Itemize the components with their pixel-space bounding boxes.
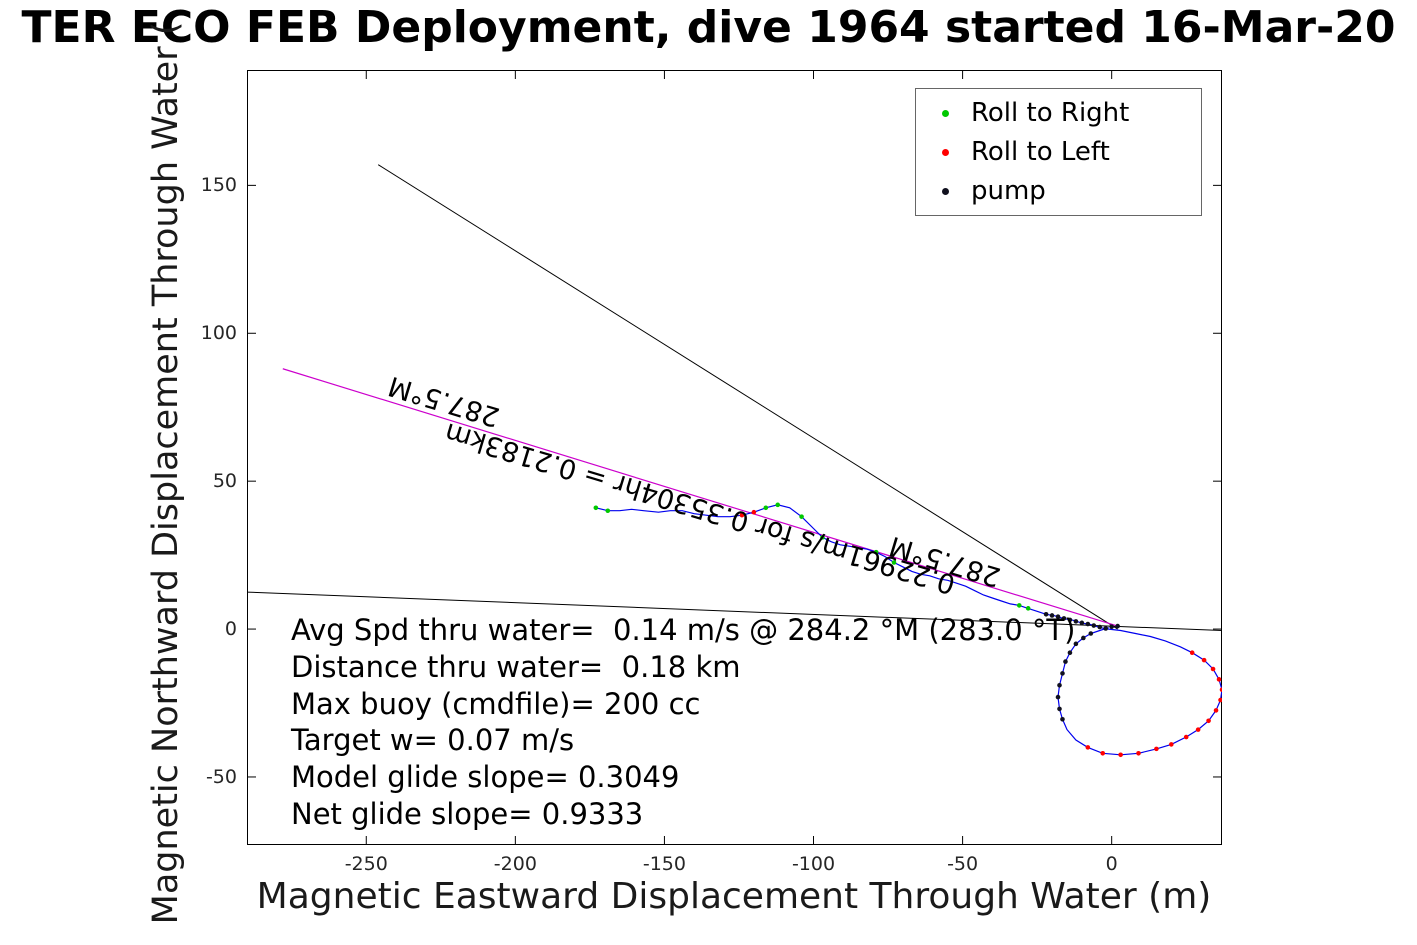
pump-marker-dot xyxy=(1097,624,1103,630)
roll_left-marker-dot xyxy=(751,509,757,515)
legend-label: Roll to Left xyxy=(971,137,1110,167)
pump-marker-dot xyxy=(1091,623,1097,628)
stats-line-4: Model glide slope= 0.3049 xyxy=(291,760,680,795)
pump-marker-dot xyxy=(1043,611,1049,617)
roll_right-marker-dot xyxy=(763,505,769,511)
pump-marker-dot xyxy=(1049,613,1055,618)
pump-marker-dot xyxy=(1057,706,1062,712)
x-tick-label: -150 xyxy=(642,853,686,875)
legend-label: Roll to Right xyxy=(971,98,1130,128)
y-axis-label: Magnetic Northward Displacement Through … xyxy=(146,21,186,925)
legend-label: pump xyxy=(971,176,1046,206)
legend-marker-icon xyxy=(942,187,949,195)
roll_left-marker-dot xyxy=(1183,734,1189,740)
pump-marker-dot xyxy=(1060,671,1065,676)
pump-marker-dot xyxy=(1109,624,1114,629)
roll_right-marker-dot xyxy=(775,502,781,508)
pump-marker-dot xyxy=(1085,621,1091,627)
x-tick-label: -250 xyxy=(344,853,388,875)
pump-marker-dot xyxy=(1061,616,1067,621)
stats-line-0: Avg Spd thru water= 0.14 m/s @ 284.2 °M … xyxy=(291,613,1076,647)
pump-marker-dot xyxy=(1079,620,1085,626)
roll_left-marker-dot xyxy=(1218,697,1222,703)
stats-line-2: Max buoy (cmdfile)= 200 cc xyxy=(291,686,701,721)
plot-title: TER ECO FEB Deployment, dive 1964 starte… xyxy=(21,2,1396,53)
roll_right-marker-dot xyxy=(891,560,897,565)
stats-line-3: Target w= 0.07 m/s xyxy=(291,723,575,758)
stats-annotation: Avg Spd thru water= 0.14 m/s @ 284.2 °M … xyxy=(291,612,1075,833)
roll_right-marker-dot xyxy=(593,505,599,511)
pump-marker-dot xyxy=(1115,623,1120,629)
x-tick-label: -50 xyxy=(947,853,979,875)
roll_left-marker-dot xyxy=(1169,742,1174,747)
roll_right-marker-dot xyxy=(605,508,611,514)
y-tick-label: -50 xyxy=(205,765,237,788)
roll_right-marker-dot xyxy=(799,514,804,519)
legend-item-0[interactable]: Roll to Right xyxy=(916,98,1201,128)
plot-area xyxy=(247,70,1222,845)
roll_left-marker-dot xyxy=(1136,751,1141,756)
pump-marker-dot xyxy=(1067,617,1073,623)
roll_left-marker-dot xyxy=(1219,687,1222,693)
roll_left-marker-dot xyxy=(1213,708,1219,713)
guide-line xyxy=(247,591,1222,632)
roll_left-marker-dot xyxy=(1189,650,1195,656)
roll_left-marker-dot xyxy=(1195,727,1201,732)
roll_right-marker-dot xyxy=(820,535,825,540)
roll_right-marker-dot xyxy=(1016,603,1022,608)
roll_left-marker-dot xyxy=(1206,718,1211,724)
pump-marker-dot xyxy=(1073,619,1079,624)
pump-marker-dot xyxy=(1067,650,1073,656)
roll_right-marker-dot xyxy=(1025,606,1031,611)
guide-line xyxy=(377,164,1118,630)
x-tick-label: 0 xyxy=(1105,853,1118,875)
roll_left-marker-dot xyxy=(1216,677,1222,682)
roll_left-marker-dot xyxy=(1154,746,1159,752)
roll_left-marker-dot xyxy=(1210,666,1216,672)
axes-box xyxy=(247,70,1222,845)
roll_left-marker-dot xyxy=(1118,752,1123,758)
x-tick-label: -100 xyxy=(791,853,836,875)
y-tick-label: 0 xyxy=(224,618,237,641)
bearing-line xyxy=(282,368,1118,627)
roll_left-marker-dot xyxy=(1085,745,1091,750)
roll_left-marker-dot xyxy=(739,512,745,518)
roll_right-marker-dot xyxy=(873,549,879,555)
pump-marker-dot xyxy=(1063,659,1068,664)
y-tick-label: 100 xyxy=(200,322,237,345)
pump-marker-dot xyxy=(1088,631,1094,636)
pump-marker-dot xyxy=(1055,614,1061,619)
pump-marker-dot xyxy=(1060,716,1065,722)
stats-line-1: Distance thru water= 0.18 km xyxy=(291,649,741,684)
legend-item-2[interactable]: pump xyxy=(916,176,1201,206)
y-tick-label: 50 xyxy=(212,470,237,493)
roll_left-marker-dot xyxy=(1201,657,1207,663)
x-tick-label: -200 xyxy=(493,853,537,875)
stats-line-5: Net glide slope= 0.9333 xyxy=(291,796,644,831)
pump-marker-dot xyxy=(1103,626,1109,631)
track-line xyxy=(595,504,1222,756)
legend-item-1[interactable]: Roll to Left xyxy=(916,137,1201,167)
legend: Roll to Right Roll to Left pump xyxy=(915,88,1202,216)
pump-marker-dot xyxy=(1073,641,1079,647)
pump-marker-dot xyxy=(1081,635,1086,641)
x-axis-label: Magnetic Eastward Displacement Through W… xyxy=(256,876,1212,917)
pump-marker-dot xyxy=(1057,682,1062,688)
pump-marker-dot xyxy=(1055,694,1061,700)
legend-marker-icon xyxy=(942,109,949,117)
legend-marker-icon xyxy=(942,148,949,156)
y-tick-label: 150 xyxy=(200,174,237,197)
roll_left-marker-dot xyxy=(1100,751,1106,756)
